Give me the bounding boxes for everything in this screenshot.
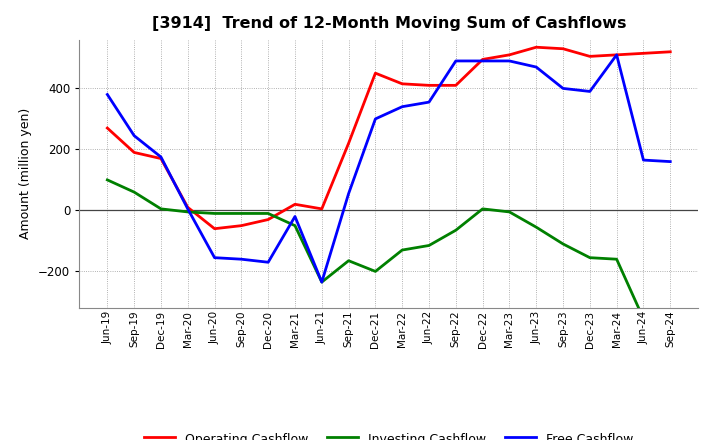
- Line: Investing Cashflow: Investing Cashflow: [107, 180, 670, 320]
- Free Cashflow: [371, 116, 379, 121]
- Free Cashflow: [666, 159, 675, 164]
- Investing Cashflow: [210, 211, 219, 216]
- Investing Cashflow: [478, 206, 487, 212]
- Operating Cashflow: [264, 217, 272, 222]
- Operating Cashflow: [291, 202, 300, 207]
- Investing Cashflow: [237, 211, 246, 216]
- Free Cashflow: [398, 104, 407, 109]
- Operating Cashflow: [371, 70, 379, 76]
- Free Cashflow: [532, 64, 541, 70]
- Investing Cashflow: [291, 223, 300, 228]
- Y-axis label: Amount (million yen): Amount (million yen): [19, 108, 32, 239]
- Free Cashflow: [505, 59, 514, 64]
- Investing Cashflow: [559, 241, 567, 246]
- Investing Cashflow: [666, 318, 675, 323]
- Investing Cashflow: [184, 209, 192, 215]
- Investing Cashflow: [612, 257, 621, 262]
- Title: [3914]  Trend of 12-Month Moving Sum of Cashflows: [3914] Trend of 12-Month Moving Sum of C…: [151, 16, 626, 32]
- Operating Cashflow: [612, 52, 621, 58]
- Investing Cashflow: [398, 247, 407, 253]
- Operating Cashflow: [505, 52, 514, 58]
- Operating Cashflow: [425, 83, 433, 88]
- Free Cashflow: [478, 59, 487, 64]
- Free Cashflow: [237, 257, 246, 262]
- Operating Cashflow: [532, 44, 541, 50]
- Free Cashflow: [264, 260, 272, 265]
- Investing Cashflow: [451, 227, 460, 233]
- Investing Cashflow: [639, 316, 648, 321]
- Operating Cashflow: [559, 46, 567, 51]
- Free Cashflow: [210, 255, 219, 260]
- Operating Cashflow: [478, 57, 487, 62]
- Operating Cashflow: [639, 51, 648, 56]
- Operating Cashflow: [130, 150, 138, 155]
- Operating Cashflow: [184, 205, 192, 210]
- Line: Free Cashflow: Free Cashflow: [107, 55, 670, 282]
- Investing Cashflow: [157, 206, 166, 212]
- Investing Cashflow: [264, 211, 272, 216]
- Free Cashflow: [157, 154, 166, 160]
- Operating Cashflow: [210, 226, 219, 231]
- Free Cashflow: [184, 206, 192, 212]
- Free Cashflow: [585, 89, 594, 94]
- Line: Operating Cashflow: Operating Cashflow: [107, 47, 670, 229]
- Free Cashflow: [451, 59, 460, 64]
- Free Cashflow: [103, 92, 112, 97]
- Free Cashflow: [344, 191, 353, 196]
- Operating Cashflow: [451, 83, 460, 88]
- Operating Cashflow: [344, 141, 353, 146]
- Free Cashflow: [291, 214, 300, 219]
- Free Cashflow: [425, 99, 433, 105]
- Investing Cashflow: [371, 269, 379, 274]
- Investing Cashflow: [103, 177, 112, 183]
- Investing Cashflow: [505, 209, 514, 215]
- Investing Cashflow: [318, 279, 326, 285]
- Free Cashflow: [130, 133, 138, 138]
- Operating Cashflow: [237, 223, 246, 228]
- Operating Cashflow: [318, 206, 326, 212]
- Investing Cashflow: [344, 258, 353, 264]
- Operating Cashflow: [398, 81, 407, 87]
- Free Cashflow: [639, 158, 648, 163]
- Investing Cashflow: [130, 190, 138, 195]
- Investing Cashflow: [585, 255, 594, 260]
- Free Cashflow: [612, 52, 621, 58]
- Free Cashflow: [559, 86, 567, 91]
- Operating Cashflow: [103, 125, 112, 131]
- Free Cashflow: [318, 279, 326, 285]
- Operating Cashflow: [585, 54, 594, 59]
- Legend: Operating Cashflow, Investing Cashflow, Free Cashflow: Operating Cashflow, Investing Cashflow, …: [139, 427, 639, 440]
- Investing Cashflow: [532, 224, 541, 230]
- Operating Cashflow: [157, 156, 166, 161]
- Operating Cashflow: [666, 49, 675, 55]
- Investing Cashflow: [425, 243, 433, 248]
